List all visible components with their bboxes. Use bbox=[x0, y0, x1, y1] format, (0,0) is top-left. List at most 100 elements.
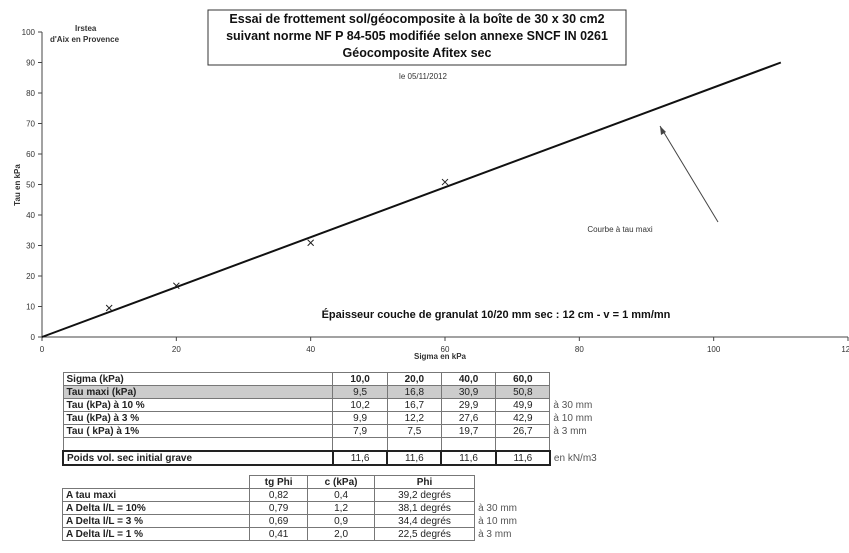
cell: tg Phi bbox=[248, 475, 309, 489]
cell: 0,82 bbox=[248, 488, 309, 502]
cell bbox=[550, 386, 651, 399]
row: Sigma (kPa) 10,0 20,0 40,0 60,0 bbox=[62, 372, 651, 386]
cell: A tau maxi bbox=[62, 488, 250, 502]
cell: 39,2 degrés bbox=[373, 488, 476, 502]
x-tick-label: 80 bbox=[575, 345, 584, 354]
x-tick-label: 40 bbox=[306, 345, 315, 354]
date: le 05/11/2012 bbox=[399, 72, 447, 81]
cell bbox=[495, 437, 551, 452]
cell: Tau maxi (kPa) bbox=[62, 385, 334, 399]
cell: 9,9 bbox=[332, 411, 388, 425]
cell: 0,79 bbox=[248, 501, 309, 515]
y-tick-label: 70 bbox=[26, 120, 35, 129]
title: suivant norme NF P 84-505 modifiée selon… bbox=[226, 29, 608, 43]
y-tick-label: 0 bbox=[31, 333, 36, 342]
cell bbox=[332, 437, 388, 452]
cell: 0,69 bbox=[248, 514, 309, 528]
cell: 0,4 bbox=[307, 488, 375, 502]
cell: 9,5 bbox=[332, 385, 388, 399]
row: tg Phi c (kPa) Phi bbox=[63, 475, 552, 489]
y-tick-label: 80 bbox=[26, 89, 35, 98]
cell: 11,6 bbox=[440, 450, 497, 466]
cell: 2,0 bbox=[307, 527, 375, 541]
row: A Delta l/L = 10% 0,79 1,2 38,1 degrés à 30 … bbox=[62, 501, 552, 515]
x-tick-label: 100 bbox=[707, 345, 721, 354]
y-tick-label: 10 bbox=[26, 303, 35, 312]
point bbox=[172, 282, 180, 290]
cell: 49,9 bbox=[495, 398, 551, 412]
cell: 11,6 bbox=[494, 450, 551, 466]
org: Irstea bbox=[75, 24, 97, 33]
cell: 12,2 bbox=[386, 411, 442, 425]
chart: Essai de frottement sol/géocomposite à l… bbox=[13, 9, 849, 361]
cell: à 3 mm bbox=[478, 528, 512, 540]
annotation: Épaisseur couche de granulat 10/20 mm se… bbox=[322, 308, 671, 321]
cell: A Delta l/L = 3 % bbox=[62, 514, 250, 528]
arrow bbox=[659, 125, 719, 223]
cell: Tau ( kPa) à 1% bbox=[62, 424, 334, 438]
y-tick-label: 100 bbox=[22, 28, 36, 37]
cell bbox=[386, 437, 442, 452]
point bbox=[307, 239, 315, 247]
cell: 1,2 bbox=[307, 501, 375, 515]
cell: c (kPa) bbox=[307, 475, 375, 489]
point bbox=[441, 178, 449, 186]
table-sigma: Sigma (kPa) 10,0 20,0 40,0 60,0 Tau maxi (kPa… bbox=[62, 372, 652, 466]
cell: 0,41 bbox=[248, 527, 309, 541]
cell bbox=[63, 476, 250, 489]
cell: à 3 mm bbox=[553, 425, 587, 437]
cell: 29,9 bbox=[440, 398, 497, 412]
cell: A Delta l/L = 1 % bbox=[62, 527, 250, 541]
row: A Delta l/L = 3 % 0,69 0,9 34,4 degrés à 10 … bbox=[62, 514, 552, 528]
x-tick-label: 20 bbox=[172, 345, 181, 354]
cell: Tau (kPa) à 3 % bbox=[62, 411, 334, 425]
point bbox=[105, 304, 113, 312]
cell: 16,7 bbox=[386, 398, 442, 412]
y-axis-label: Tau en kPa bbox=[13, 164, 22, 206]
cell: 60,0 bbox=[495, 372, 551, 386]
arrow-head bbox=[660, 126, 666, 135]
cell: Tau (kPa) à 10 % bbox=[62, 398, 334, 412]
cell bbox=[62, 437, 334, 452]
y-tick-label: 90 bbox=[26, 59, 35, 68]
y-tick-label: 30 bbox=[26, 242, 35, 251]
cell: 40,0 bbox=[440, 372, 497, 386]
cell: à 10 mm bbox=[478, 515, 517, 527]
y-tick-label: 40 bbox=[26, 211, 35, 220]
cell: à 30 mm bbox=[553, 399, 593, 411]
cell: à 10 mm bbox=[553, 412, 593, 424]
table-phi: tg Phi c (kPa) Phi A tau maxi 0,82 0,4 39,2 de… bbox=[62, 475, 552, 541]
row: Tau ( kPa) à 1% 7,9 7,5 19,7 26,7 à 3 mm bbox=[62, 424, 651, 438]
cell: 42,9 bbox=[495, 411, 551, 425]
cell bbox=[550, 438, 651, 452]
cell bbox=[550, 373, 651, 386]
cell: en kN/m3 bbox=[553, 452, 597, 464]
title-box bbox=[207, 9, 627, 66]
row: A tau maxi 0,82 0,4 39,2 degrés bbox=[62, 488, 552, 502]
cell: 34,4 degrés bbox=[373, 514, 476, 528]
cell: Sigma (kPa) bbox=[62, 372, 334, 386]
fit-line bbox=[41, 61, 782, 338]
x-tick-label: 60 bbox=[441, 345, 450, 354]
cell: 10,0 bbox=[332, 372, 388, 386]
cell: 30,9 bbox=[440, 385, 497, 399]
row: Poids vol. sec initial grave 11,6 11,6 11,6… bbox=[62, 450, 651, 466]
x-tick-label: 120 bbox=[841, 345, 849, 354]
cell: Poids vol. sec initial grave bbox=[62, 450, 334, 466]
y-tick-label: 60 bbox=[26, 150, 35, 159]
cell: A Delta l/L = 10% bbox=[62, 501, 250, 515]
y-tick-label: 20 bbox=[26, 272, 35, 281]
row: Tau maxi (kPa) 9,5 16,8 30,9 50,8 bbox=[62, 385, 651, 399]
cell bbox=[440, 437, 497, 452]
cell bbox=[475, 489, 552, 502]
cell: 10,2 bbox=[332, 398, 388, 412]
row bbox=[62, 437, 651, 452]
cell: 38,1 degrés bbox=[373, 501, 476, 515]
annotation: Courbe à tau maxi bbox=[587, 225, 653, 234]
cell: 27,6 bbox=[440, 411, 497, 425]
cell: 16,8 bbox=[386, 385, 442, 399]
cell: 26,7 bbox=[495, 424, 551, 438]
cell: 11,6 bbox=[386, 450, 443, 466]
title: Essai de frottement sol/géocomposite à l… bbox=[229, 12, 604, 26]
row: Tau (kPa) à 10 % 10,2 16,7 29,9 49,9 à 30 mm bbox=[62, 398, 651, 412]
